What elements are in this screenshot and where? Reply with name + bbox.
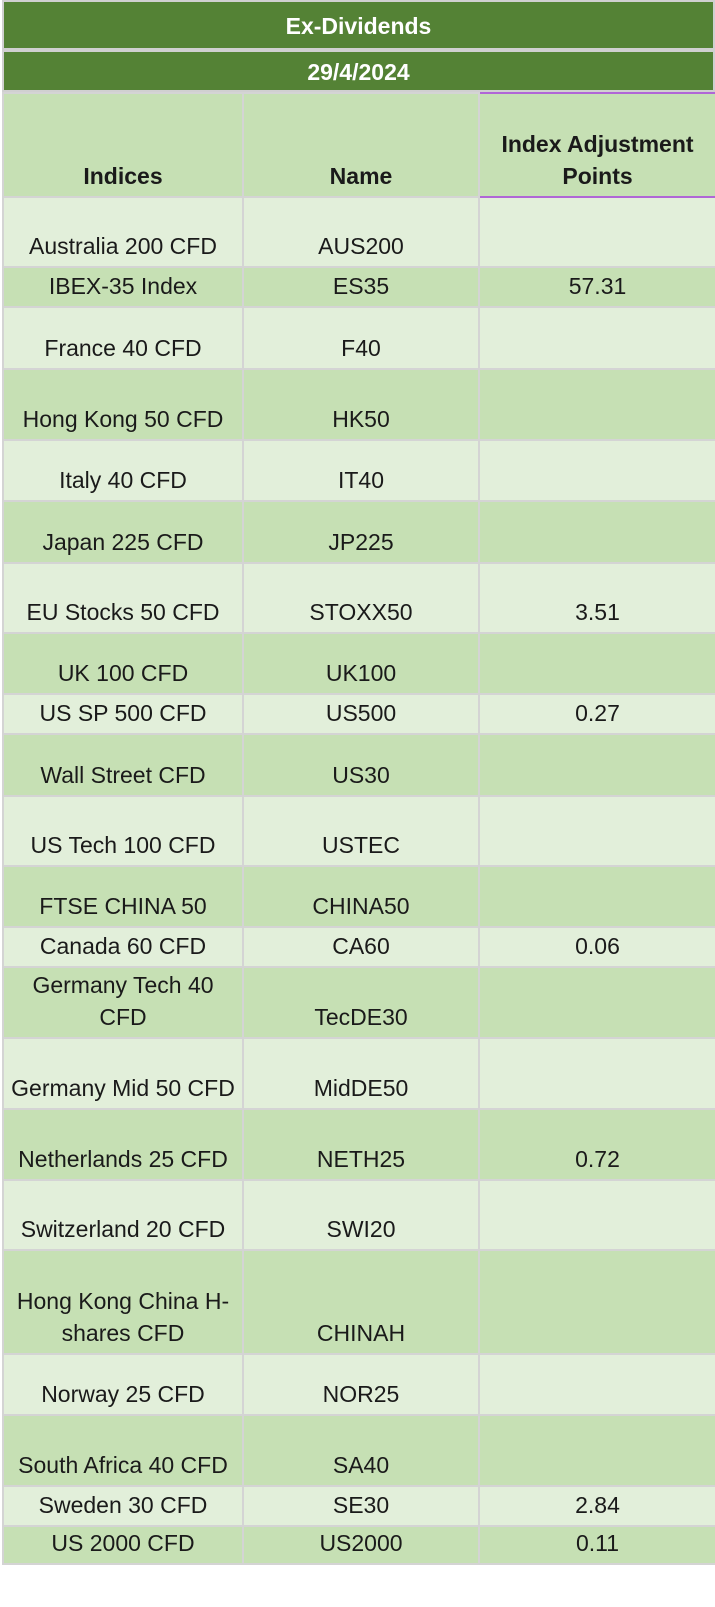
adjustment-points-cell [478,1249,715,1355]
symbol-cell: ES35 [242,266,480,308]
symbol-cell: USTEC [242,795,480,867]
symbol-cell: US30 [242,733,480,797]
symbol-cell: US2000 [242,1525,480,1565]
table-row: Norway 25 CFD NOR25 [2,1353,715,1416]
table-row: Sweden 30 CFD SE30 2.84 [2,1485,715,1527]
index-cell: EU Stocks 50 CFD [2,562,244,634]
index-cell: IBEX-35 Index [2,266,244,308]
index-cell: Italy 40 CFD [2,439,244,502]
adjustment-points-cell [478,1037,715,1110]
symbol-cell: SWI20 [242,1179,480,1251]
dividends-table: Indices Name Index Adjustment Points Aus… [2,92,715,1565]
index-cell: Norway 25 CFD [2,1353,244,1416]
index-cell: Australia 200 CFD [2,196,244,268]
adjustment-points-cell: 0.11 [478,1525,715,1565]
table-body: Australia 200 CFD AUS200 IBEX-35 Index ES35… [2,196,715,1565]
table-row: South Africa 40 CFD SA40 [2,1414,715,1487]
symbol-cell: JP225 [242,500,480,564]
table-row: Japan 225 CFD JP225 [2,500,715,564]
adjustment-points-cell [478,1353,715,1416]
index-cell: US SP 500 CFD [2,693,244,735]
table-row: Australia 200 CFD AUS200 [2,196,715,268]
symbol-cell: F40 [242,306,480,370]
table-row: Switzerland 20 CFD SWI20 [2,1179,715,1251]
symbol-cell: UK100 [242,632,480,695]
index-cell: Hong Kong China H-shares CFD [2,1249,244,1355]
adjustment-points-cell [478,196,715,268]
adjustment-points-cell [478,1179,715,1251]
adjustment-points-cell [478,368,715,441]
symbol-cell: STOXX50 [242,562,480,634]
table-row: Canada 60 CFD CA60 0.06 [2,926,715,968]
table-row: EU Stocks 50 CFD STOXX50 3.51 [2,562,715,634]
index-cell: US 2000 CFD [2,1525,244,1565]
symbol-cell: NOR25 [242,1353,480,1416]
table-row: Germany Mid 50 CFD MidDE50 [2,1037,715,1110]
header-indices: Indices [2,92,244,198]
index-cell: Japan 225 CFD [2,500,244,564]
adjustment-points-cell [478,966,715,1039]
index-cell: US Tech 100 CFD [2,795,244,867]
adjustment-points-cell: 0.06 [478,926,715,968]
adjustment-points-cell [478,795,715,867]
symbol-cell: CA60 [242,926,480,968]
symbol-cell: CHINAH [242,1249,480,1355]
header-row: Indices Name Index Adjustment Points [2,92,715,198]
symbol-cell: MidDE50 [242,1037,480,1110]
table-row: Italy 40 CFD IT40 [2,439,715,502]
adjustment-points-cell [478,632,715,695]
adjustment-points-cell: 0.27 [478,693,715,735]
header-name: Name [242,92,480,198]
index-cell: UK 100 CFD [2,632,244,695]
index-cell: Germany Tech 40 CFD [2,966,244,1039]
sheet-title: Ex-Dividends [2,0,715,50]
table-row: IBEX-35 Index ES35 57.31 [2,266,715,308]
table-row: Netherlands 25 CFD NETH25 0.72 [2,1108,715,1181]
index-cell: Wall Street CFD [2,733,244,797]
symbol-cell: SA40 [242,1414,480,1487]
symbol-cell: NETH25 [242,1108,480,1181]
index-cell: South Africa 40 CFD [2,1414,244,1487]
index-cell: Canada 60 CFD [2,926,244,968]
adjustment-points-cell [478,865,715,928]
table-row: Wall Street CFD US30 [2,733,715,797]
table-row: France 40 CFD F40 [2,306,715,370]
table-row: US Tech 100 CFD USTEC [2,795,715,867]
index-cell: Switzerland 20 CFD [2,1179,244,1251]
adjustment-points-cell [478,439,715,502]
index-cell: Sweden 30 CFD [2,1485,244,1527]
sheet-date: 29/4/2024 [2,50,715,92]
index-cell: France 40 CFD [2,306,244,370]
index-cell: Netherlands 25 CFD [2,1108,244,1181]
symbol-cell: HK50 [242,368,480,441]
symbol-cell: US500 [242,693,480,735]
adjustment-points-cell: 3.51 [478,562,715,634]
table-row: US 2000 CFD US2000 0.11 [2,1525,715,1565]
symbol-cell: AUS200 [242,196,480,268]
table-row: Germany Tech 40 CFD TecDE30 [2,966,715,1039]
index-cell: Germany Mid 50 CFD [2,1037,244,1110]
adjustment-points-cell: 0.72 [478,1108,715,1181]
index-cell: FTSE CHINA 50 [2,865,244,928]
adjustment-points-cell [478,306,715,370]
table-row: Hong Kong 50 CFD HK50 [2,368,715,441]
symbol-cell: IT40 [242,439,480,502]
table-row: Hong Kong China H-shares CFD CHINAH [2,1249,715,1355]
table-row: FTSE CHINA 50 CHINA50 [2,865,715,928]
adjustment-points-cell [478,1414,715,1487]
symbol-cell: CHINA50 [242,865,480,928]
table-row: US SP 500 CFD US500 0.27 [2,693,715,735]
header-adjustment-points[interactable]: Index Adjustment Points [478,92,715,198]
adjustment-points-cell [478,733,715,797]
symbol-cell: SE30 [242,1485,480,1527]
table-row: UK 100 CFD UK100 [2,632,715,695]
index-cell: Hong Kong 50 CFD [2,368,244,441]
adjustment-points-cell: 2.84 [478,1485,715,1527]
adjustment-points-cell: 57.31 [478,266,715,308]
ex-dividends-sheet: Ex-Dividends 29/4/2024 Indices Name Inde… [2,0,715,1565]
symbol-cell: TecDE30 [242,966,480,1039]
adjustment-points-cell [478,500,715,564]
